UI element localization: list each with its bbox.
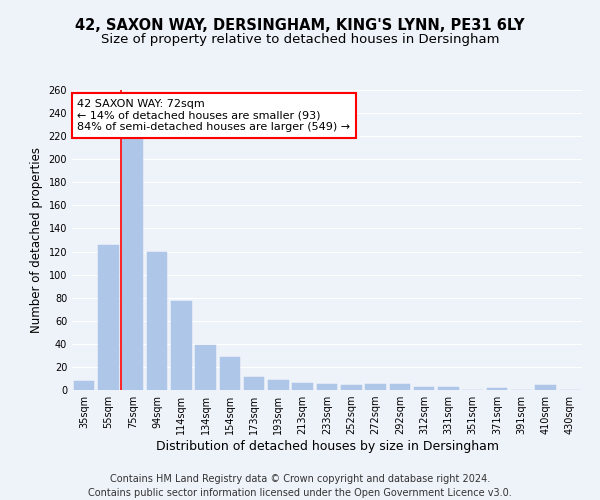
Bar bbox=[365, 384, 386, 390]
Bar bbox=[74, 381, 94, 390]
Text: Contains HM Land Registry data © Crown copyright and database right 2024.
Contai: Contains HM Land Registry data © Crown c… bbox=[88, 474, 512, 498]
Y-axis label: Number of detached properties: Number of detached properties bbox=[30, 147, 43, 333]
Bar bbox=[220, 356, 240, 390]
Bar bbox=[122, 138, 143, 390]
Bar bbox=[414, 386, 434, 390]
Text: 42, SAXON WAY, DERSINGHAM, KING'S LYNN, PE31 6LY: 42, SAXON WAY, DERSINGHAM, KING'S LYNN, … bbox=[75, 18, 525, 32]
Bar bbox=[438, 386, 459, 390]
Bar bbox=[171, 301, 191, 390]
Bar bbox=[268, 380, 289, 390]
Bar bbox=[146, 252, 167, 390]
Bar bbox=[487, 388, 508, 390]
Bar bbox=[98, 244, 119, 390]
Text: 42 SAXON WAY: 72sqm
← 14% of detached houses are smaller (93)
84% of semi-detach: 42 SAXON WAY: 72sqm ← 14% of detached ho… bbox=[77, 99, 350, 132]
Bar bbox=[195, 345, 216, 390]
Bar bbox=[389, 384, 410, 390]
Bar bbox=[317, 384, 337, 390]
Bar bbox=[535, 386, 556, 390]
Bar bbox=[292, 383, 313, 390]
Bar bbox=[244, 378, 265, 390]
Text: Size of property relative to detached houses in Dersingham: Size of property relative to detached ho… bbox=[101, 32, 499, 46]
Bar bbox=[341, 386, 362, 390]
X-axis label: Distribution of detached houses by size in Dersingham: Distribution of detached houses by size … bbox=[155, 440, 499, 453]
